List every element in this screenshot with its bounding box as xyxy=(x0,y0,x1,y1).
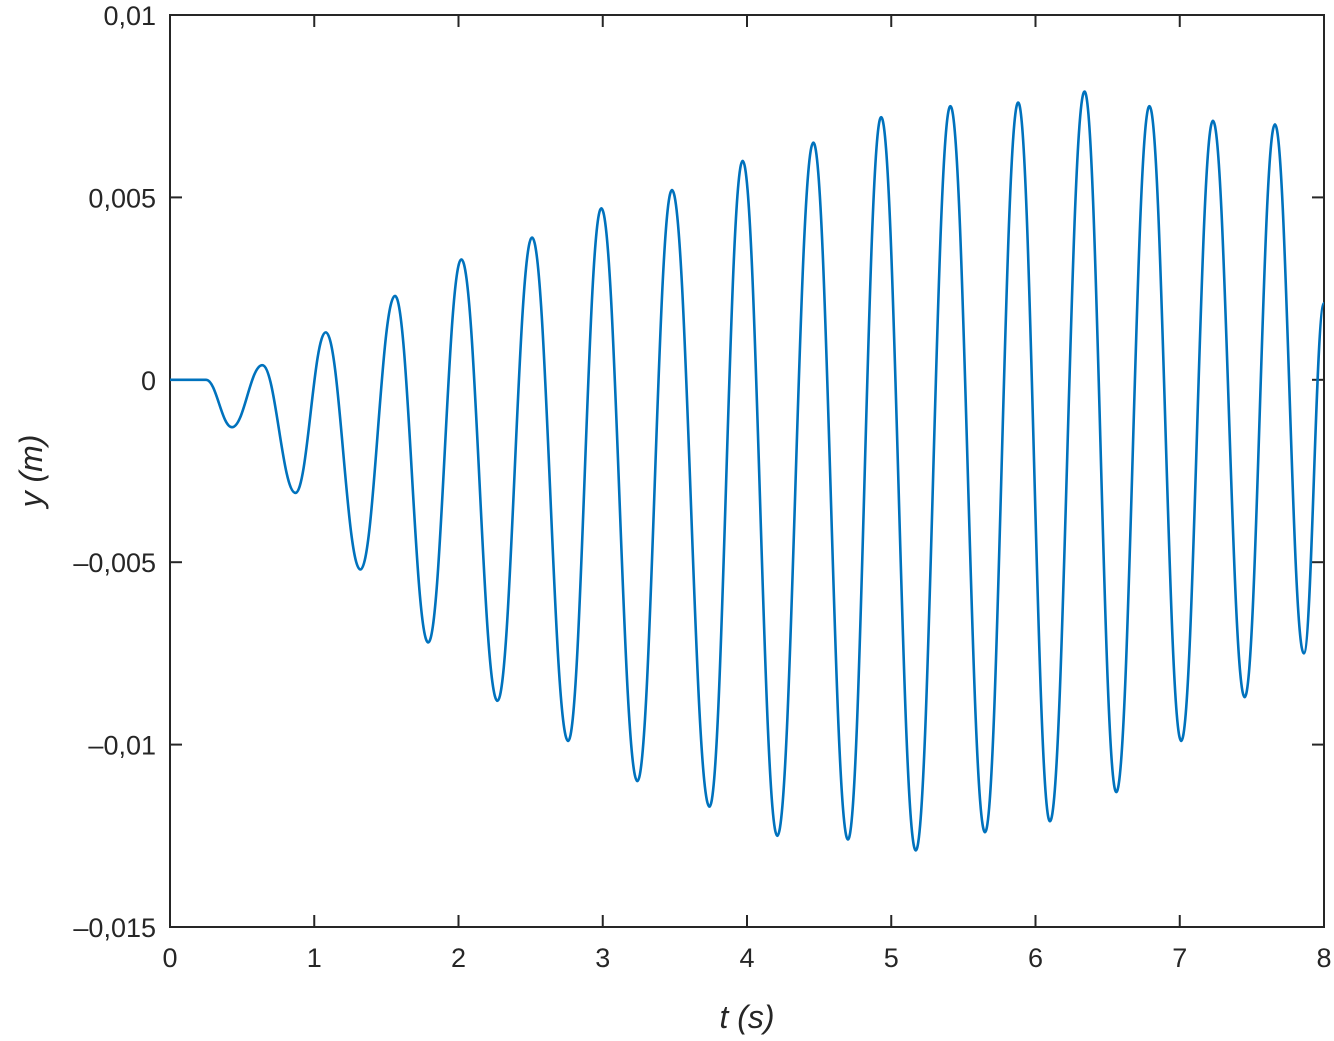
x-tick-label: 1 xyxy=(307,943,322,973)
y-axis-title: y (m) xyxy=(13,435,49,510)
x-tick-label: 3 xyxy=(595,943,610,973)
x-tick-label: 2 xyxy=(451,943,466,973)
x-tick-label: 6 xyxy=(1028,943,1043,973)
y-tick-label: –0,005 xyxy=(73,548,156,578)
x-tick-label: 8 xyxy=(1316,943,1331,973)
y-tick-label: –0,015 xyxy=(73,913,156,943)
x-tick-label: 4 xyxy=(739,943,754,973)
y-tick-label: 0,005 xyxy=(88,183,156,213)
data-line xyxy=(169,90,1326,852)
x-tick-label: 0 xyxy=(162,943,177,973)
plot-frame xyxy=(169,14,1325,928)
y-tick-label: –0,01 xyxy=(88,731,156,761)
y-tick-label: 0,01 xyxy=(103,1,156,31)
y-tick-label: 0 xyxy=(141,366,156,396)
x-axis-title: t (s) xyxy=(719,999,774,1035)
x-tick-label: 5 xyxy=(884,943,899,973)
x-tick-label: 7 xyxy=(1172,943,1187,973)
